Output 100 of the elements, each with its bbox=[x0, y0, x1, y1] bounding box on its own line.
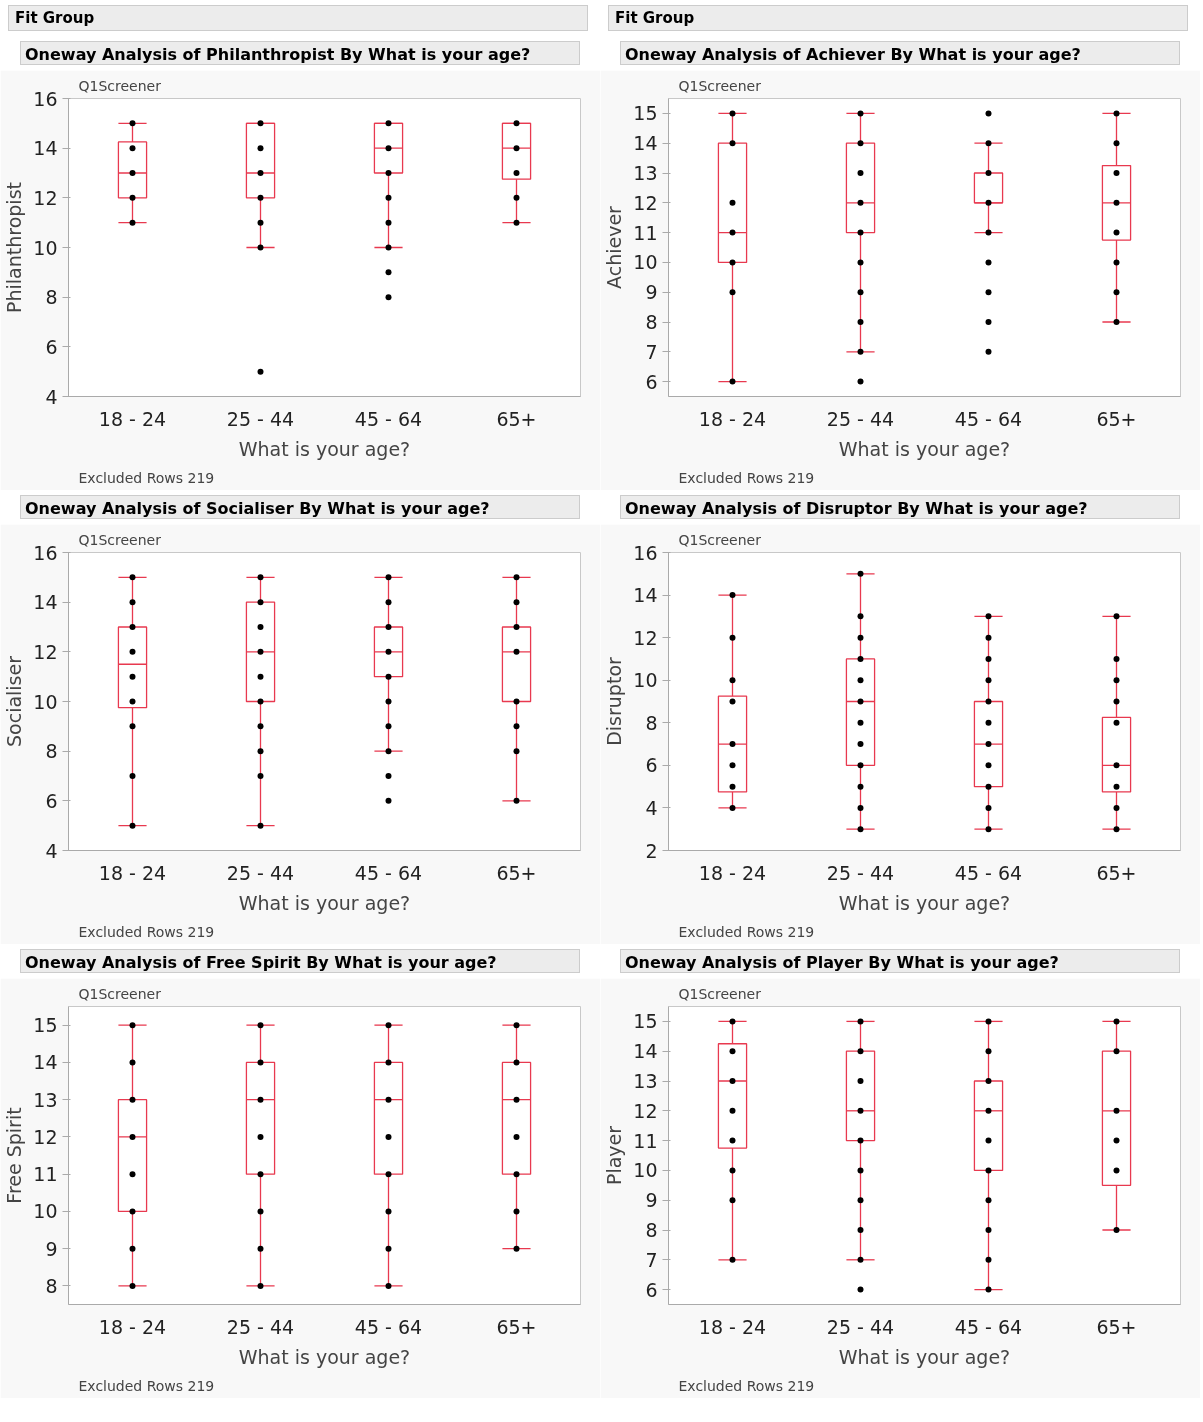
x-axis-title: What is your age? bbox=[838, 1345, 1011, 1368]
x-tick-label: 65+ bbox=[496, 407, 537, 430]
x-axis-title: What is your age? bbox=[238, 1345, 411, 1368]
y-tick-label: 10 bbox=[33, 236, 58, 259]
y-tick-label: 12 bbox=[33, 640, 58, 663]
y-tick-label: 16 bbox=[33, 87, 58, 110]
y-tick-label: 6 bbox=[45, 789, 58, 812]
y-axis-title: Socialiser bbox=[3, 655, 26, 748]
y-tick-label: 4 bbox=[645, 796, 658, 819]
x-tick-label: 25 - 44 bbox=[826, 1315, 895, 1338]
x-tick-label: 65+ bbox=[1096, 861, 1137, 884]
y-tick-label: 13 bbox=[633, 162, 658, 184]
y-tick-label: 12 bbox=[33, 186, 58, 209]
text: Excluded Rows 219 bbox=[678, 1377, 815, 1394]
chart-subtitle: Q1Screener bbox=[678, 77, 762, 94]
y-tick-label: 4 bbox=[45, 385, 58, 408]
x-tick-label: 18 - 24 bbox=[698, 861, 767, 884]
x-tick-label: 65+ bbox=[496, 861, 537, 884]
chart-title: Oneway Analysis of Philanthropist By What is your age? bbox=[25, 44, 531, 66]
chart-title: Oneway Analysis of Player By What is your age? bbox=[625, 952, 1059, 974]
y-tick-label: 8 bbox=[645, 1219, 658, 1241]
y-axis-title: Free Spirit bbox=[3, 1107, 26, 1204]
x-tick-label: 45 - 64 bbox=[354, 861, 423, 884]
y-axis-title: Philanthropist bbox=[3, 182, 26, 313]
y-axis-title: Achiever bbox=[603, 205, 626, 289]
y-tick-label: 13 bbox=[633, 1070, 658, 1092]
y-tick-label: 16 bbox=[633, 541, 658, 564]
text: Excluded Rows 219 bbox=[78, 1377, 215, 1394]
chart-subtitle: Q1Screener bbox=[78, 77, 162, 94]
y-tick-label: 14 bbox=[33, 1051, 58, 1074]
text: Excluded Rows 219 bbox=[78, 923, 215, 940]
y-tick-label: 8 bbox=[45, 1274, 58, 1297]
y-tick-label: 9 bbox=[45, 1237, 58, 1260]
y-tick-label: 10 bbox=[633, 1159, 658, 1182]
x-tick-label: 18 - 24 bbox=[698, 407, 767, 430]
y-tick-label: 14 bbox=[633, 584, 658, 607]
y-tick-label: 15 bbox=[633, 102, 658, 125]
y-tick-label: 12 bbox=[33, 1125, 58, 1148]
y-tick-label: 6 bbox=[45, 335, 58, 358]
y-tick-label: 10 bbox=[33, 690, 58, 713]
text: Fit Group bbox=[15, 8, 95, 29]
x-tick-label: 25 - 44 bbox=[826, 407, 895, 430]
text: Excluded Rows 219 bbox=[678, 923, 815, 940]
y-tick-label: 2 bbox=[645, 839, 658, 862]
x-tick-label: 45 - 64 bbox=[354, 407, 423, 430]
y-tick-label: 11 bbox=[633, 1129, 658, 1152]
x-axis-title: What is your age? bbox=[238, 891, 411, 914]
x-tick-label: 25 - 44 bbox=[226, 861, 295, 884]
y-tick-label: 15 bbox=[33, 1014, 58, 1037]
y-tick-label: 6 bbox=[645, 370, 658, 393]
y-tick-label: 9 bbox=[645, 1189, 658, 1212]
chart-title: Oneway Analysis of Socialiser By What is your age? bbox=[25, 498, 490, 520]
y-tick-label: 14 bbox=[33, 137, 58, 160]
y-tick-label: 10 bbox=[633, 669, 658, 692]
y-tick-label: 11 bbox=[633, 221, 658, 244]
chart-subtitle: Q1Screener bbox=[678, 531, 762, 548]
x-tick-label: 65+ bbox=[496, 1315, 537, 1338]
x-tick-label: 45 - 64 bbox=[954, 861, 1023, 884]
y-tick-label: 8 bbox=[45, 286, 58, 309]
y-tick-label: 8 bbox=[645, 311, 658, 333]
y-tick-label: 14 bbox=[633, 132, 658, 155]
text: Excluded Rows 219 bbox=[78, 469, 215, 486]
chart-title: Oneway Analysis of Achiever By What is your age? bbox=[625, 44, 1081, 66]
y-tick-label: 8 bbox=[45, 740, 58, 763]
y-tick-label: 6 bbox=[645, 1278, 658, 1301]
x-tick-label: 18 - 24 bbox=[98, 861, 167, 884]
x-tick-label: 18 - 24 bbox=[98, 1315, 167, 1338]
x-tick-label: 25 - 44 bbox=[226, 407, 295, 430]
x-tick-label: 18 - 24 bbox=[98, 407, 167, 430]
y-tick-label: 10 bbox=[633, 251, 658, 274]
y-tick-label: 8 bbox=[645, 711, 658, 734]
y-axis-title: Player bbox=[603, 1125, 626, 1186]
x-tick-label: 25 - 44 bbox=[826, 861, 895, 884]
x-axis-title: What is your age? bbox=[838, 891, 1011, 914]
x-tick-label: 65+ bbox=[1096, 1315, 1137, 1338]
chart-title: Oneway Analysis of Free Spirit By What is your age? bbox=[25, 952, 497, 974]
chart-subtitle: Q1Screener bbox=[678, 985, 762, 1002]
y-tick-label: 9 bbox=[645, 281, 658, 304]
y-tick-label: 12 bbox=[633, 626, 658, 649]
x-tick-label: 45 - 64 bbox=[954, 1315, 1023, 1338]
x-axis-title: What is your age? bbox=[838, 437, 1011, 460]
y-tick-label: 11 bbox=[33, 1163, 58, 1186]
y-tick-label: 14 bbox=[633, 1040, 658, 1063]
y-tick-label: 13 bbox=[33, 1088, 58, 1111]
y-tick-label: 14 bbox=[33, 591, 58, 614]
x-tick-label: 45 - 64 bbox=[954, 407, 1023, 430]
x-tick-label: 18 - 24 bbox=[698, 1315, 767, 1338]
y-tick-label: 15 bbox=[633, 1010, 658, 1033]
y-tick-label: 7 bbox=[645, 340, 658, 363]
y-tick-label: 16 bbox=[33, 541, 58, 564]
chart-subtitle: Q1Screener bbox=[78, 985, 162, 1002]
chart-title: Oneway Analysis of Disruptor By What is your age? bbox=[625, 498, 1088, 520]
text: Excluded Rows 219 bbox=[678, 469, 815, 486]
y-tick-label: 12 bbox=[633, 1099, 658, 1122]
y-tick-label: 6 bbox=[645, 754, 658, 777]
chart-subtitle: Q1Screener bbox=[78, 531, 162, 548]
y-tick-label: 7 bbox=[645, 1248, 658, 1271]
y-tick-label: 10 bbox=[33, 1200, 58, 1223]
text: Fit Group bbox=[615, 8, 695, 29]
x-axis-title: What is your age? bbox=[238, 437, 411, 460]
